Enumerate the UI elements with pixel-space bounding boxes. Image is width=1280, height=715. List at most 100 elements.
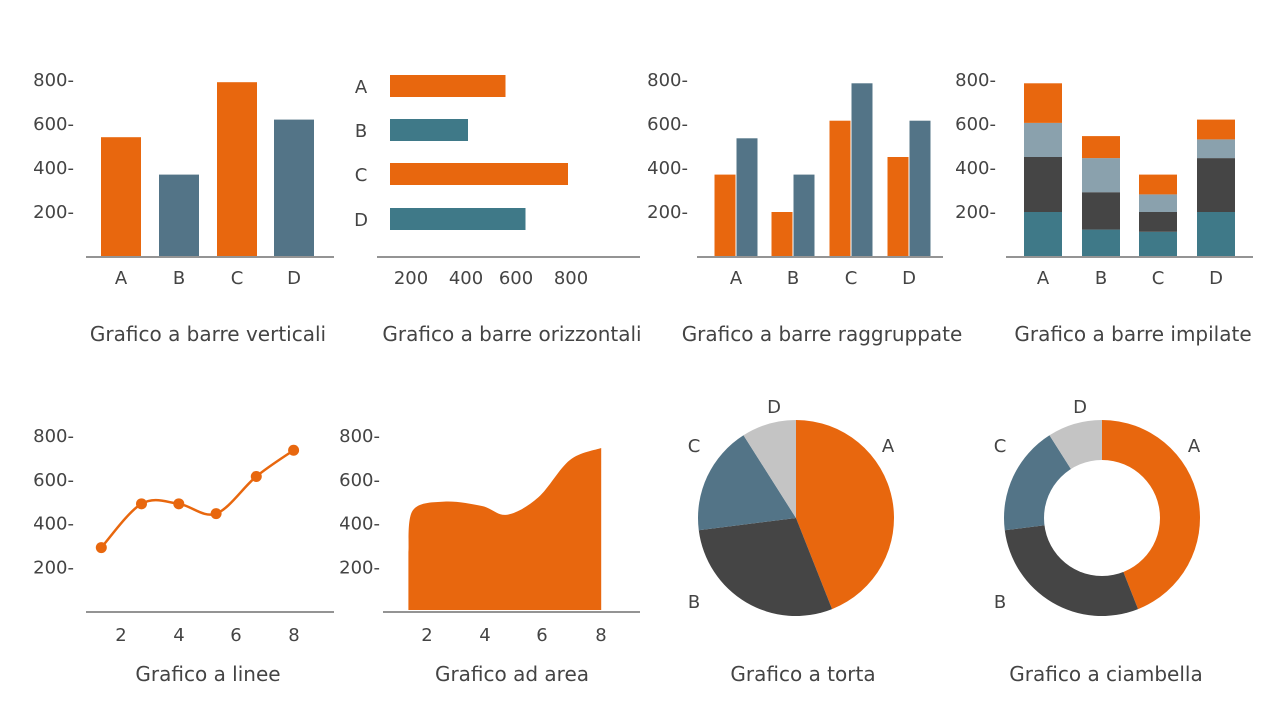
slice-label: C: [994, 436, 1007, 457]
data-point: [288, 444, 300, 456]
bar: [887, 157, 909, 256]
bar: [390, 163, 568, 185]
stacked-bar-chart: 200- 400- 600- 800- A B C D Grafico a barre impi…: [955, 70, 1253, 346]
x-tick-label: D: [902, 268, 916, 289]
bar: [829, 120, 851, 256]
pie-chart: A B C D Grafico a torta: [688, 397, 895, 686]
donut-hole: [1044, 460, 1160, 576]
data-point: [135, 498, 147, 510]
bar-segment: [1139, 194, 1177, 212]
y-tick-label: 200-: [647, 202, 688, 223]
bar-segment: [1082, 136, 1120, 159]
bar: [736, 138, 758, 256]
chart-title: Grafico a barre impilate: [1014, 322, 1251, 346]
vertical-bar-chart: 200- 400- 600- 800- A B C D Grafico a barre vert…: [33, 70, 334, 346]
bar-segment: [1024, 122, 1062, 157]
x-tick-label: A: [730, 268, 743, 289]
slice-label: A: [882, 436, 895, 457]
chart-title: Grafico a barre verticali: [90, 322, 326, 346]
bar: [390, 75, 506, 97]
slice-label: B: [994, 592, 1006, 613]
x-tick-label: 6: [230, 625, 241, 646]
area-fill: [408, 448, 602, 610]
chart-title: Grafico a torta: [730, 662, 875, 686]
bar: [714, 174, 736, 256]
x-tick-label: 800: [554, 268, 588, 289]
bar-segment: [1024, 83, 1062, 123]
x-tick-label: 600: [499, 268, 533, 289]
bar-segment: [1139, 231, 1177, 256]
y-tick-label: 800-: [33, 426, 74, 447]
bar-segment: [1024, 212, 1062, 256]
data-point: [95, 542, 107, 554]
y-tick-label: C: [355, 165, 368, 186]
y-tick-label: 600-: [33, 114, 74, 135]
x-tick-label: 4: [173, 625, 184, 646]
y-tick-label: 400-: [33, 514, 74, 535]
x-tick-label: 400: [449, 268, 483, 289]
bar-segment: [1197, 158, 1235, 212]
chart-title: Grafico a ciambella: [1009, 662, 1202, 686]
chart-title: Grafico a barre raggruppate: [682, 322, 963, 346]
y-tick-label: 600-: [33, 470, 74, 491]
x-tick-label: B: [173, 268, 185, 289]
bar: [851, 83, 873, 256]
bar: [909, 120, 931, 256]
horizontal-bar-chart: A B C D 200 400 600 800 Grafico a barre orizzont…: [354, 75, 642, 346]
x-tick-label: C: [845, 268, 858, 289]
bar: [159, 174, 199, 256]
x-tick-label: 2: [421, 625, 432, 646]
slice-label: D: [767, 397, 781, 418]
bar-segment: [1197, 119, 1235, 140]
x-tick-label: 8: [288, 625, 299, 646]
slice-label: C: [688, 436, 701, 457]
x-tick-label: 200: [394, 268, 428, 289]
data-point: [173, 498, 185, 510]
bar: [217, 82, 257, 256]
bar: [793, 174, 815, 256]
bar: [390, 208, 526, 230]
y-tick-label: 800-: [647, 70, 688, 91]
x-tick-label: 4: [479, 625, 490, 646]
pie-slice: [743, 420, 796, 518]
x-tick-label: 2: [115, 625, 126, 646]
x-tick-label: B: [787, 268, 799, 289]
y-tick-label: B: [355, 121, 367, 142]
bar-segment: [1082, 192, 1120, 230]
bar-segment: [1197, 212, 1235, 256]
y-tick-label: 400-: [647, 158, 688, 179]
data-point: [250, 470, 262, 482]
chart-title: Grafico ad area: [435, 662, 589, 686]
bar-segment: [1139, 212, 1177, 232]
slice-label: B: [688, 592, 700, 613]
y-tick-label: 200-: [33, 202, 74, 223]
y-tick-label: 200-: [955, 202, 996, 223]
x-tick-label: 6: [536, 625, 547, 646]
bar: [274, 119, 314, 256]
x-tick-label: B: [1095, 268, 1107, 289]
x-tick-label: C: [231, 268, 244, 289]
bar-segment: [1024, 157, 1062, 212]
chart-title: Grafico a barre orizzontali: [382, 322, 641, 346]
x-tick-label: A: [1037, 268, 1050, 289]
donut-chart: A B C D Grafico a ciambella: [994, 397, 1203, 686]
x-tick-label: D: [1209, 268, 1223, 289]
y-tick-label: A: [355, 77, 368, 98]
x-tick-label: 8: [595, 625, 606, 646]
bar: [771, 212, 793, 256]
y-tick-label: 600-: [647, 114, 688, 135]
series-line: [100, 449, 295, 549]
y-tick-label: 400-: [33, 158, 74, 179]
y-tick-label: 800-: [955, 70, 996, 91]
x-tick-label: D: [287, 268, 301, 289]
bar: [390, 119, 468, 141]
pie-slice: [698, 435, 796, 531]
y-tick-label: 200-: [33, 557, 74, 578]
line-chart: 200- 400- 600- 800- 2 4 6 8 Grafico a linee: [33, 426, 334, 686]
pie-slice: [698, 518, 833, 616]
y-tick-label: 400-: [955, 158, 996, 179]
y-tick-label: 600-: [339, 470, 380, 491]
y-tick-label: 600-: [955, 114, 996, 135]
pie-slice: [796, 420, 894, 610]
